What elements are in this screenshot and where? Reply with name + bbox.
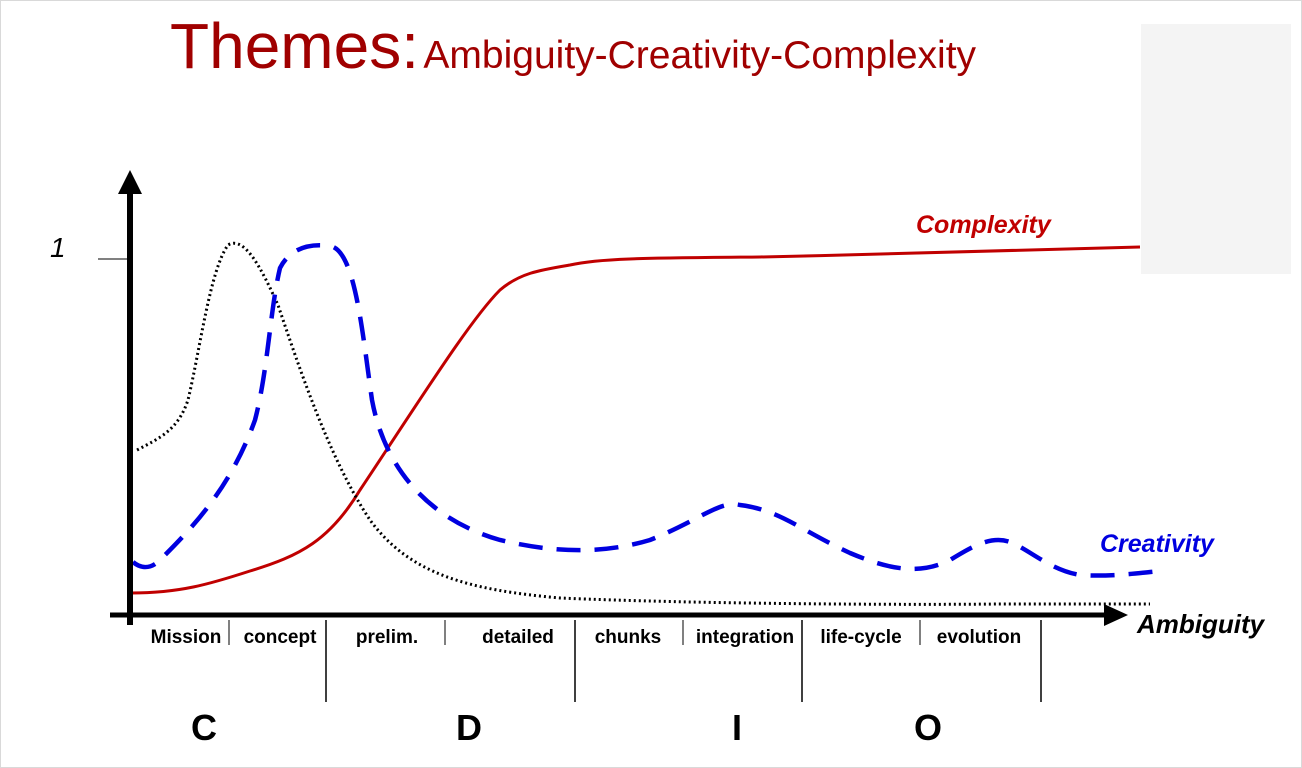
y-tick-label-1: 1 — [50, 232, 66, 263]
ambiguity-curve — [136, 241, 1150, 606]
y-axis-arrowhead — [118, 170, 142, 194]
placeholder-panel — [1141, 24, 1291, 274]
x-axis-label: Ambiguity — [1136, 609, 1266, 639]
complexity-curve — [130, 245, 1141, 595]
phase-label: evolution — [937, 627, 1021, 648]
slide-title: Themes: Ambiguity-Creativity-Complexity — [170, 14, 976, 78]
stage-label-i: I — [732, 707, 742, 748]
creativity-curve — [131, 243, 1161, 578]
stage-label-d: D — [456, 707, 482, 748]
phase-label: concept — [244, 627, 318, 648]
phase-label: detailed — [482, 627, 554, 648]
phase-label: life-cycle — [820, 627, 901, 648]
phase-label: Mission — [151, 627, 222, 648]
title-main: Themes: — [170, 10, 419, 82]
phase-label: integration — [696, 627, 794, 648]
creativity-label: Creativity — [1100, 530, 1215, 558]
x-axis-arrowhead — [1104, 604, 1128, 626]
phase-label: chunks — [595, 627, 662, 648]
complexity-label: Complexity — [916, 211, 1052, 239]
phase-label: prelim. — [356, 627, 418, 648]
title-subtitle: Ambiguity-Creativity-Complexity — [423, 34, 977, 77]
stage-label-o: O — [914, 707, 942, 748]
stage-label-c: C — [191, 707, 217, 748]
